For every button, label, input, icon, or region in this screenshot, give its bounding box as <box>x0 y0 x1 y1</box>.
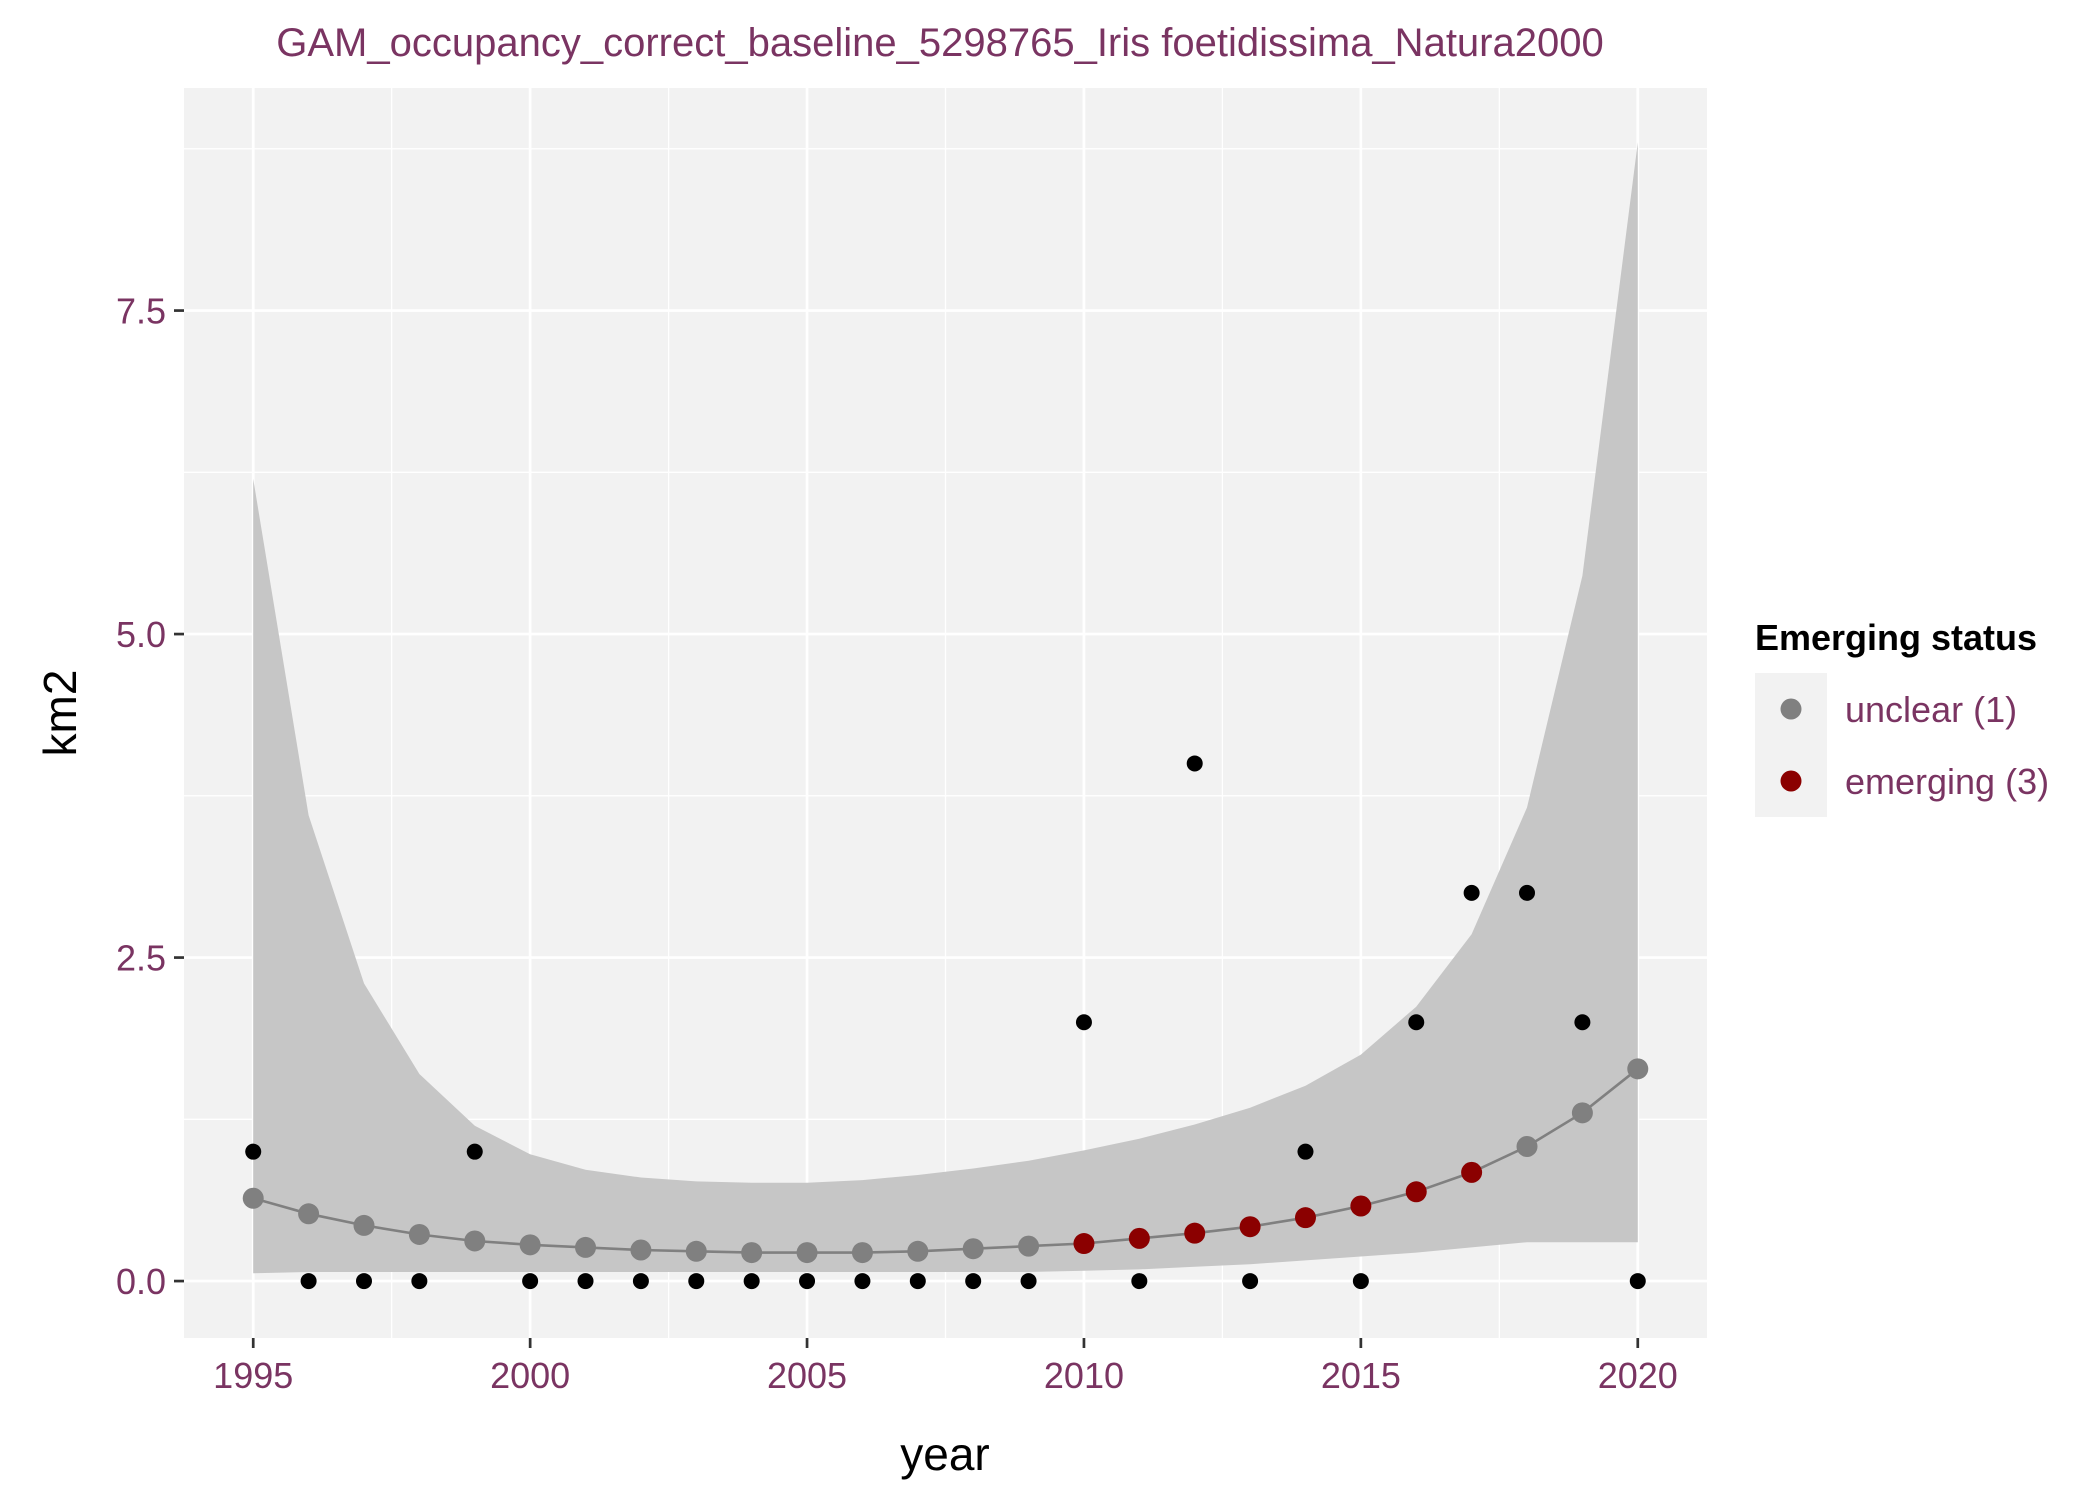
chart-title: GAM_occupancy_correct_baseline_5298765_I… <box>276 21 1603 65</box>
legend-key-emerging <box>1780 770 1802 792</box>
observed-point <box>688 1273 705 1290</box>
fit-point-unclear <box>1018 1235 1040 1257</box>
observed-point <box>965 1273 982 1290</box>
observed-point <box>1131 1273 1148 1290</box>
fit-point-unclear <box>685 1240 707 1262</box>
fit-point-unclear <box>1627 1058 1649 1080</box>
observed-point <box>1574 1014 1591 1031</box>
fit-point-unclear <box>242 1187 264 1209</box>
observed-point <box>1020 1273 1037 1290</box>
x-tick-label: 2015 <box>1321 1355 1401 1396</box>
fit-point-emerging <box>1350 1195 1372 1217</box>
x-axis: 1995 2000 2005 2010 2015 2020 <box>213 1338 1678 1396</box>
fit-point-emerging <box>1294 1207 1316 1229</box>
observed-point <box>743 1273 760 1290</box>
fit-point-emerging <box>1184 1222 1206 1244</box>
observed-point <box>1242 1273 1259 1290</box>
x-axis-title: year <box>900 1428 989 1480</box>
observed-points-layer <box>245 755 1646 1290</box>
fit-point-emerging <box>1461 1161 1483 1183</box>
x-tick-label: 1995 <box>213 1355 293 1396</box>
x-tick-label: 2005 <box>767 1355 847 1396</box>
x-tick-label: 2020 <box>1598 1355 1678 1396</box>
fit-point-unclear <box>464 1230 486 1252</box>
observed-point <box>1297 1143 1314 1160</box>
fit-point-emerging <box>1239 1216 1261 1238</box>
fit-point-unclear <box>1571 1102 1593 1124</box>
observed-point <box>1408 1014 1425 1031</box>
fit-point-unclear <box>519 1234 541 1256</box>
fit-point-emerging <box>1073 1233 1095 1255</box>
observed-point <box>632 1273 649 1290</box>
fit-point-unclear <box>851 1242 873 1264</box>
y-tick-label: 5.0 <box>116 614 166 655</box>
fit-point-unclear <box>353 1214 375 1236</box>
fit-point-unclear <box>907 1240 929 1262</box>
legend: Emerging status unclear (1) emerging (3) <box>1755 617 2049 817</box>
observed-point <box>1352 1273 1369 1290</box>
fit-point-unclear <box>298 1203 320 1225</box>
fit-points-layer <box>242 1058 1649 1264</box>
y-tick-label: 2.5 <box>116 938 166 979</box>
fit-point-unclear <box>408 1223 430 1245</box>
legend-label: unclear (1) <box>1845 689 2017 730</box>
observed-point <box>466 1143 483 1160</box>
observed-point <box>1463 884 1480 901</box>
observed-point <box>355 1273 372 1290</box>
fit-point-unclear <box>796 1242 818 1264</box>
x-tick-label: 2000 <box>490 1355 570 1396</box>
y-tick-label: 0.0 <box>116 1261 166 1302</box>
observed-point <box>1629 1273 1646 1290</box>
y-axis: 0.0 2.5 5.0 7.5 <box>116 291 184 1302</box>
observed-point <box>1186 755 1203 772</box>
observed-point <box>799 1273 816 1290</box>
legend-title: Emerging status <box>1755 617 2037 658</box>
fit-point-emerging <box>1405 1181 1427 1203</box>
observed-point <box>854 1273 871 1290</box>
fit-point-unclear <box>741 1242 763 1264</box>
legend-label: emerging (3) <box>1845 761 2049 802</box>
observed-point <box>577 1273 594 1290</box>
observed-point <box>1075 1014 1092 1031</box>
legend-key-unclear <box>1780 698 1802 720</box>
observed-point <box>300 1273 317 1290</box>
observed-point <box>1519 884 1536 901</box>
fit-point-emerging <box>1128 1227 1150 1249</box>
y-tick-label: 7.5 <box>116 291 166 332</box>
fit-point-unclear <box>630 1239 652 1261</box>
observed-point <box>411 1273 428 1290</box>
x-tick-label: 2010 <box>1044 1355 1124 1396</box>
observed-point <box>909 1273 926 1290</box>
observed-point <box>245 1143 262 1160</box>
fit-point-unclear <box>962 1238 984 1260</box>
y-axis-title: km2 <box>34 670 86 757</box>
fit-point-unclear <box>575 1236 597 1258</box>
legend-key-background <box>1755 673 1827 817</box>
fit-point-unclear <box>1516 1135 1538 1157</box>
observed-point <box>522 1273 539 1290</box>
